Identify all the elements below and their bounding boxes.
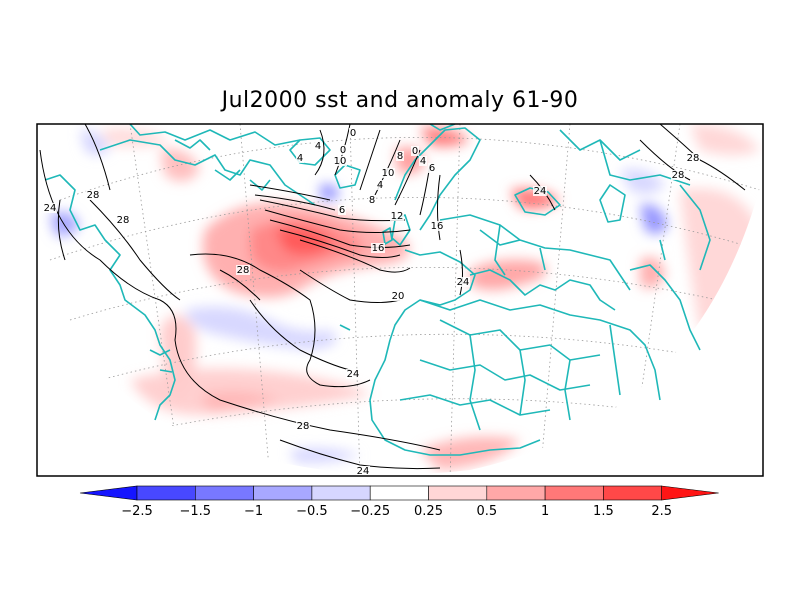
contour-label-bg	[349, 128, 357, 138]
colorbar-swatch	[136, 485, 196, 501]
colorbar-swatch	[428, 485, 488, 501]
contour-label: 12	[391, 211, 404, 222]
contour-label-bg	[419, 156, 427, 166]
contour-label: 28	[297, 421, 310, 432]
contour-label: 4	[420, 156, 426, 167]
sst-contours	[39, 124, 746, 470]
colorbar-label: 1	[541, 504, 549, 519]
contour-label: 10	[334, 156, 347, 167]
contour-label-bg	[116, 215, 130, 225]
contour-label-bg	[456, 277, 470, 287]
contour-label: 4	[377, 180, 383, 191]
contour-label-bg	[314, 141, 322, 151]
contour-label-bg	[339, 145, 347, 155]
colorbar: −2.5 −1.5 −1 −0.5 −0.25 0.25 0.5 1 1.5 2.5	[79, 485, 719, 519]
contour-label-bg	[411, 146, 419, 156]
colorbar-label: 1.5	[593, 504, 614, 519]
contour-label: 6	[429, 163, 435, 174]
contour-label: 24	[357, 466, 370, 477]
contour-label: 24	[347, 369, 360, 380]
contour-label: 28	[687, 153, 700, 164]
colorbar-swatch	[253, 485, 313, 501]
contour-label: 16	[431, 221, 444, 232]
contour-label: 10	[382, 168, 395, 179]
contour-label: 16	[372, 243, 385, 254]
contour-label: 24	[457, 277, 470, 288]
coastlines	[44, 124, 711, 456]
contour-label: 28	[237, 265, 250, 276]
colorbar-swatch	[544, 485, 604, 501]
colorbar-label: 0.25	[414, 504, 443, 519]
colorbar-label: −0.5	[296, 504, 328, 519]
contour-label: 20	[392, 291, 405, 302]
colorbar-label: −2.5	[121, 504, 153, 519]
colorbar-swatch	[311, 485, 371, 501]
contour-label-bg	[86, 190, 100, 200]
contour-label-bg	[338, 205, 346, 215]
colorbar-label: 0.5	[476, 504, 497, 519]
colorbar-label: −1.5	[180, 504, 212, 519]
contour-label-bg	[43, 203, 57, 213]
contour-label-bg	[428, 163, 436, 173]
contour-label-bg	[371, 243, 385, 253]
contour-label-bg	[368, 195, 376, 205]
contour-label: 8	[397, 151, 403, 162]
contour-label-bg	[376, 180, 384, 190]
colorbar-label: −0.25	[350, 504, 390, 519]
colorbar-arrow-left	[79, 485, 138, 501]
colorbar-swatch	[195, 485, 254, 501]
contour-label-bg	[391, 291, 405, 301]
contour-label-bg	[686, 153, 700, 163]
contour-label-bg	[396, 151, 404, 161]
contour-label: 24	[534, 186, 547, 197]
map-frame	[36, 123, 764, 477]
contour-label-bg	[356, 466, 370, 476]
contour-label-bg	[236, 265, 250, 275]
contour-label: 0	[340, 145, 346, 156]
contour-label-bg	[381, 168, 395, 178]
contour-label: 28	[117, 215, 130, 226]
contour-label: 28	[672, 170, 685, 181]
contour-label-bg	[671, 170, 685, 180]
contour-label: 8	[369, 195, 375, 206]
graticule	[49, 124, 761, 475]
colorbar-swatch	[486, 485, 546, 501]
colorbar-label: −1	[244, 504, 263, 519]
contour-label-bg	[333, 156, 347, 166]
contour-label: 0	[412, 146, 418, 157]
contour-label-bg	[390, 211, 404, 221]
contour-label-bg	[346, 369, 360, 379]
projection-mask	[37, 176, 763, 476]
contour-label: 6	[339, 205, 345, 216]
colorbar-swatch	[369, 485, 429, 501]
colorbar-label: 2.5	[651, 504, 672, 519]
chart-title: Jul2000 sst and anomaly 61-90	[221, 88, 579, 113]
contour-label: 4	[315, 141, 321, 152]
contour-label-bg	[533, 186, 547, 196]
colorbar-arrow-right	[661, 485, 719, 501]
colorbar-swatch	[603, 485, 663, 501]
contour-label: 0	[350, 128, 356, 139]
contour-label: 24	[44, 203, 57, 214]
contour-label-bg	[296, 421, 310, 431]
contour-label-bg	[296, 153, 304, 163]
contour-label: 28	[87, 190, 100, 201]
contour-label: 4	[297, 153, 303, 164]
contour-label-bg	[430, 221, 444, 231]
contour-labels: 2824282816202428241286441001040406162428…	[43, 128, 700, 477]
